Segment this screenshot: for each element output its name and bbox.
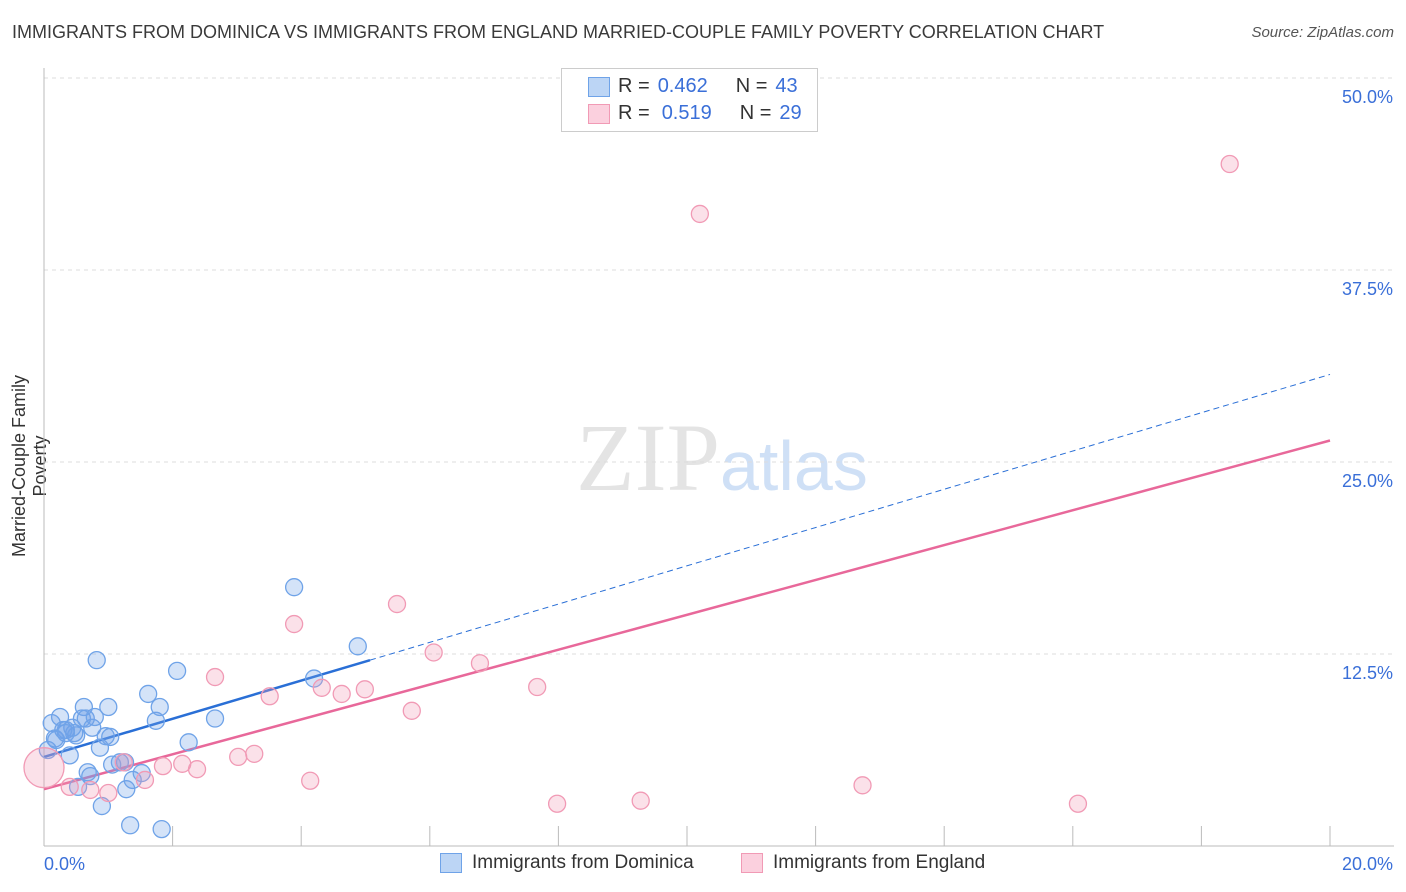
legend: R = 0.462 N = 43 R = 0.519 N = 29 [561,68,818,132]
x-tick-label: 20.0% [1342,854,1393,874]
legend-label: Immigrants from England [773,852,986,873]
data-point [631,791,650,810]
n-label: N = [739,102,772,124]
data-point [355,680,375,699]
data-point [135,770,155,790]
n-value: 29 [779,102,802,124]
data-point [167,661,187,681]
legend-row-england: R = 0.519 N = 29 [588,102,802,125]
data-point [179,733,198,752]
data-point [101,727,120,747]
data-point [332,684,351,704]
r-label: R = [618,102,650,124]
data-point [424,643,443,662]
data-point [83,718,102,737]
data-point [284,578,304,597]
n-value: 43 [775,75,798,97]
data-point [99,783,118,803]
legend-swatch-blue [588,76,610,97]
data-point [81,766,100,786]
y-tick-label: 37.5% [1342,279,1393,299]
bottom-legend-england: Immigrants from England [741,852,985,874]
r-label: R = [618,75,650,97]
x-tick-label: 0.0% [44,854,85,874]
data-point [152,819,171,839]
data-point [547,794,567,813]
data-point [205,667,225,687]
legend-label: Immigrants from Dominica [472,852,694,873]
watermark-atlas: atlas [720,427,868,505]
data-point [229,747,248,767]
data-point [187,760,207,779]
n-label: N = [735,75,768,97]
y-tick-label: 25.0% [1342,471,1393,491]
chart-title: IMMIGRANTS FROM DOMINICA VS IMMIGRANTS F… [12,22,1105,42]
data-point [150,697,169,717]
r-value: 0.462 [657,75,708,97]
data-point [402,701,421,720]
legend-swatch-blue [440,853,462,873]
legend-swatch-pink [588,103,610,124]
y-tick-label: 12.5% [1342,663,1393,683]
data-point [690,204,710,224]
data-point [304,669,324,688]
trend-line-extension [369,373,1331,661]
legend-swatch-pink [741,853,763,873]
data-point [47,730,66,750]
y-tick-label: 50.0% [1342,87,1393,107]
data-point [23,747,65,789]
data-point [853,776,872,795]
data-point [348,637,367,656]
data-point [528,677,547,697]
bottom-legend-dominica: Immigrants from Dominica [440,852,694,874]
data-point [146,711,166,730]
data-point [153,756,173,776]
data-point [205,709,225,728]
data-point [284,614,304,634]
data-point [301,771,320,790]
data-point [110,753,130,772]
data-point [87,650,106,670]
chart-source: Source: ZipAtlas.com [1251,24,1394,41]
data-point [60,746,79,765]
data-point [387,594,407,614]
legend-row-dominica: R = 0.462 N = 43 [588,75,798,98]
trend-line [43,439,1331,791]
data-point [85,707,104,727]
data-point [121,816,140,835]
data-point [81,780,100,800]
r-value: 0.519 [661,102,712,124]
data-point [60,777,79,797]
data-point [139,684,158,704]
data-point [99,697,118,717]
data-point [245,744,264,763]
data-point [312,678,331,697]
data-point [260,687,279,706]
watermark-zip: ZIP [576,404,720,511]
data-point [114,753,133,772]
data-point [1220,154,1239,174]
data-point [470,654,490,673]
data-point [117,780,136,799]
data-point [56,723,76,743]
data-point [1068,794,1088,813]
